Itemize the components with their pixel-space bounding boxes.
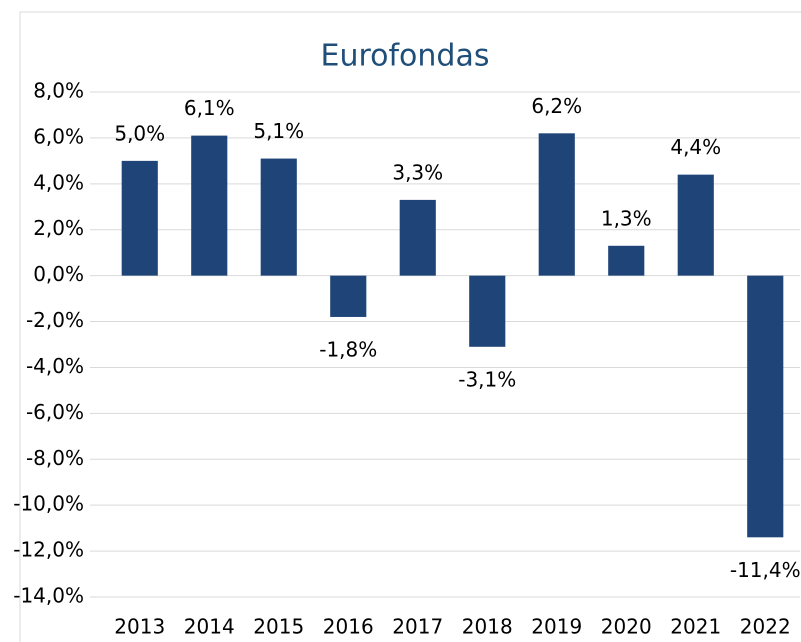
x-tick-label: 2015 (253, 615, 304, 639)
y-tick-label: 4,0% (33, 170, 84, 194)
x-tick-label: 2018 (462, 615, 513, 639)
x-tick-label: 2021 (670, 615, 721, 639)
bar (469, 275, 506, 347)
bar (608, 245, 645, 276)
chart-border (19, 11, 801, 642)
bar (747, 275, 784, 538)
data-label: -11,4% (730, 558, 801, 582)
x-tick-label: 2020 (601, 615, 652, 639)
x-tick-label: 2017 (392, 615, 443, 639)
y-tick-label: -12,0% (13, 538, 84, 562)
bar (538, 133, 575, 276)
bar (121, 160, 158, 276)
bar (399, 199, 436, 276)
data-label: -3,1% (458, 367, 516, 391)
y-tick-label: -10,0% (13, 492, 84, 516)
x-tick-label: 2013 (114, 615, 165, 639)
x-tick-label: 2022 (740, 615, 791, 639)
y-tick-label: -6,0% (26, 400, 84, 424)
y-tick-label: -2,0% (26, 308, 84, 332)
data-label: 5,1% (253, 119, 304, 143)
y-tick-label: 6,0% (33, 124, 84, 148)
bar (677, 174, 714, 276)
data-label: 3,3% (392, 160, 443, 184)
y-tick-label: 0,0% (33, 262, 84, 286)
bar (260, 158, 297, 276)
x-tick-label: 2016 (323, 615, 374, 639)
bar (191, 135, 228, 276)
x-tick-label: 2014 (184, 615, 235, 639)
data-label: 6,1% (184, 96, 235, 120)
y-tick-label: -14,0% (13, 584, 84, 608)
y-tick-label: -4,0% (26, 354, 84, 378)
y-tick-label: -8,0% (26, 446, 84, 470)
y-tick-label: 2,0% (33, 216, 84, 240)
data-label: -1,8% (319, 337, 377, 361)
y-tick-label: 8,0% (33, 79, 84, 103)
data-label: 5,0% (114, 121, 165, 145)
data-label: 1,3% (601, 206, 652, 230)
data-label: 4,4% (670, 135, 721, 159)
bar (330, 275, 367, 317)
chart-title: Eurofondas (321, 39, 490, 74)
data-label: 6,2% (531, 94, 582, 118)
x-tick-label: 2019 (531, 615, 582, 639)
